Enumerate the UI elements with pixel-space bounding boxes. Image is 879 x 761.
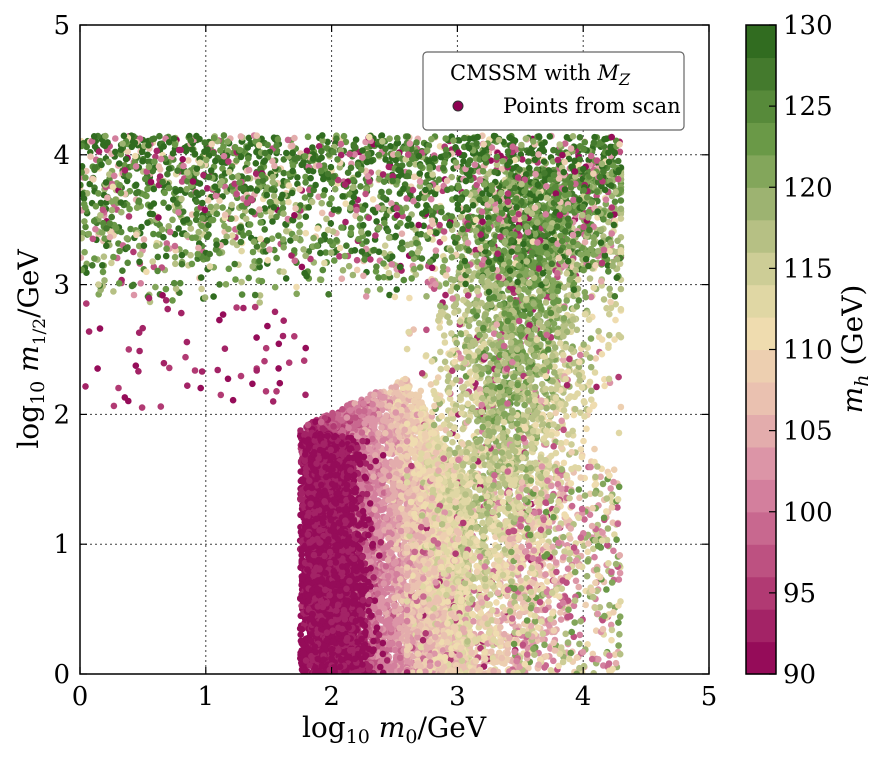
scatter-point — [371, 604, 378, 612]
scatter-point — [373, 512, 381, 520]
scatter-point — [380, 580, 388, 587]
scatter-point — [393, 545, 401, 553]
scatter-point — [360, 400, 367, 407]
scatter-point — [297, 631, 305, 638]
scatter-point — [388, 422, 395, 430]
scatter-point — [378, 424, 385, 431]
scatter-points — [80, 132, 625, 674]
scatter-point — [388, 585, 395, 592]
scatter-point — [298, 551, 306, 559]
scatter-point — [391, 646, 399, 654]
scatter-point — [380, 394, 387, 401]
scatter-point — [380, 417, 387, 424]
